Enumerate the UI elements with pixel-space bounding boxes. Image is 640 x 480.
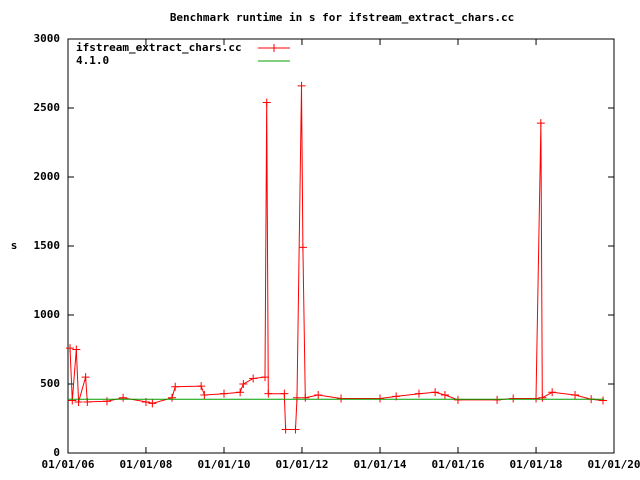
y-tick-label: 3000 <box>34 32 61 45</box>
x-tick-label: 01/01/06 <box>42 458 95 471</box>
point-marker <box>538 393 547 402</box>
point-marker <box>249 374 258 383</box>
point-marker <box>571 391 580 400</box>
point-marker <box>236 388 245 397</box>
point-marker <box>81 373 90 382</box>
series-line <box>69 85 604 430</box>
point-marker <box>493 395 502 404</box>
point-marker <box>280 389 289 398</box>
point-marker <box>68 396 77 405</box>
point-marker <box>431 388 440 397</box>
point-marker <box>298 243 307 252</box>
x-tick-label: 01/01/14 <box>354 458 407 471</box>
point-marker <box>536 119 545 128</box>
legend-marker <box>270 44 278 52</box>
point-marker <box>440 391 449 400</box>
point-marker <box>599 396 608 405</box>
point-marker <box>292 393 301 402</box>
x-tick-label: 01/01/12 <box>275 458 328 471</box>
y-tick-label: 1500 <box>34 239 61 252</box>
legend-label: 4.1.0 <box>76 54 109 67</box>
point-marker <box>66 344 75 353</box>
point-marker <box>415 389 424 398</box>
point-marker <box>220 389 229 398</box>
point-marker <box>301 393 310 402</box>
point-marker <box>197 382 206 391</box>
y-tick-label: 2500 <box>34 101 61 114</box>
x-tick-label: 01/01/16 <box>431 458 484 471</box>
point-marker <box>148 399 157 408</box>
y-tick-label: 500 <box>40 377 60 390</box>
point-marker <box>200 391 209 400</box>
point-marker <box>239 380 248 388</box>
point-marker <box>262 98 271 107</box>
point-marker <box>261 373 270 382</box>
x-tick-label: 01/01/20 <box>588 458 640 471</box>
point-marker <box>509 394 518 403</box>
point-marker <box>532 394 541 403</box>
x-tick-label: 01/01/10 <box>198 458 251 471</box>
y-tick-label: 0 <box>53 446 60 459</box>
point-marker <box>453 395 462 404</box>
point-marker <box>102 397 111 406</box>
plot-frame <box>67 38 615 454</box>
x-tick-label: 01/01/18 <box>510 458 563 471</box>
point-marker <box>171 382 180 391</box>
legend-label: ifstream_extract_chars.cc <box>76 41 242 54</box>
x-tick-label: 01/01/08 <box>119 458 172 471</box>
point-marker <box>119 393 128 402</box>
y-tick-label: 2000 <box>34 170 61 183</box>
point-marker <box>72 345 81 354</box>
y-tick-label: 1000 <box>34 308 61 321</box>
point-marker <box>281 425 290 434</box>
y-axis-label: s <box>11 239 18 252</box>
point-marker <box>548 388 557 397</box>
point-marker <box>264 389 273 398</box>
point-marker <box>291 425 300 434</box>
point-marker <box>168 393 177 402</box>
point-marker <box>337 394 346 403</box>
point-marker <box>297 81 306 90</box>
point-marker <box>314 391 323 400</box>
chart-title: Benchmark runtime in s for ifstream_extr… <box>170 11 514 24</box>
point-marker <box>376 394 385 403</box>
